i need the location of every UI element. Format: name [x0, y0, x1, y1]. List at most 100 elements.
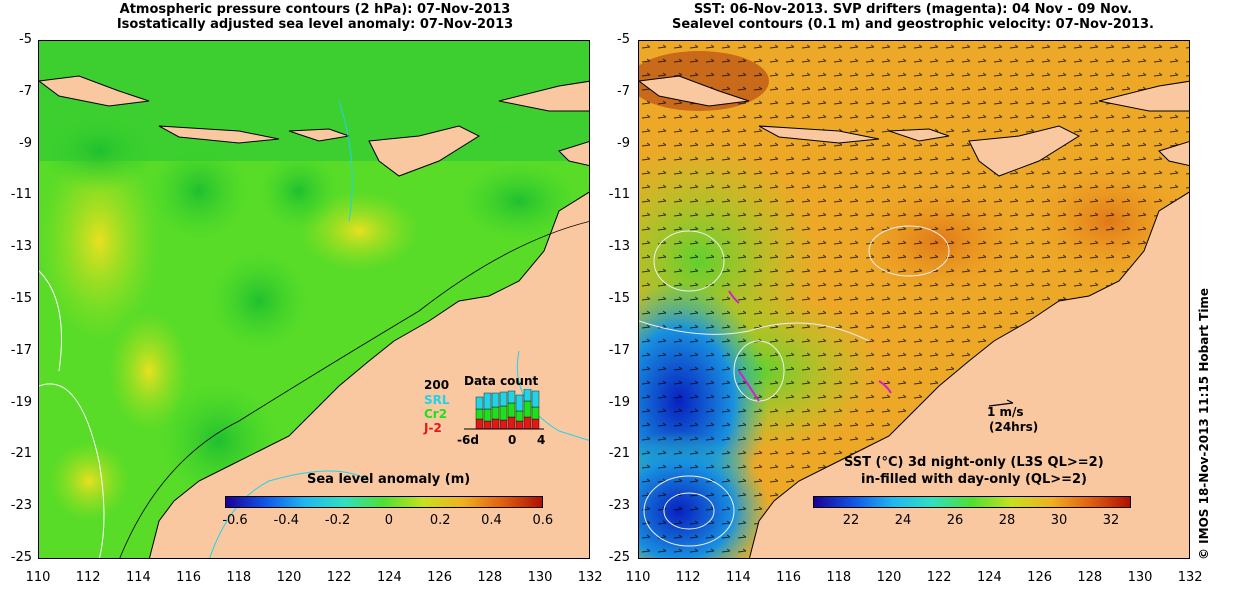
- left-title-line1: Atmospheric pressure contours (2 hPa): 0…: [119, 2, 511, 17]
- y-tick-label: -17: [608, 342, 630, 358]
- inset-bar: [531, 406, 540, 420]
- inset-x-left: -6d: [457, 433, 479, 447]
- inset-bar: [475, 418, 484, 430]
- inset-bar: [507, 402, 516, 418]
- inset-bar: [523, 400, 532, 418]
- inset-series-j2: J-2: [424, 421, 442, 435]
- inset-max-label: 200: [424, 378, 450, 392]
- y-tick-label: -23: [608, 498, 630, 514]
- colorbar-tick-label: 24: [894, 513, 912, 528]
- x-tick-label: 124: [976, 570, 1002, 585]
- y-tick-label: -17: [10, 342, 32, 358]
- y-tick-label: -13: [10, 239, 32, 255]
- y-tick-label: -5: [19, 32, 32, 47]
- x-tick-label: 126: [1027, 570, 1052, 585]
- x-tick-label: 110: [625, 570, 651, 585]
- velocity-scale-label: 1 m/s: [987, 405, 1024, 419]
- x-tick-label: 114: [125, 570, 151, 585]
- y-tick-label: -23: [10, 498, 32, 514]
- inset-bar: [515, 420, 524, 430]
- y-tick-label: -19: [608, 394, 630, 410]
- y-tick-label: -15: [608, 291, 630, 306]
- inset-bar: [475, 408, 484, 420]
- x-tick-label: 126: [427, 570, 452, 585]
- right-title-line1: SST: 06-Nov-2013. SVP drifters (magenta)…: [693, 2, 1133, 17]
- sea-level-anomaly-field: [39, 41, 589, 558]
- left-title-line2: Isostatically adjusted sea level anomaly…: [116, 17, 514, 32]
- y-tick-label: -21: [10, 446, 32, 462]
- sea-level-anomaly-map: Sea level anomaly (m) -0.6 -0.4 -0.2 0 0.2 0.…: [38, 40, 590, 559]
- colorbar-tick-label: 28: [998, 513, 1016, 528]
- x-tick-label: 112: [75, 570, 101, 585]
- inset-bar: [475, 396, 484, 410]
- right-title-line2: Sealevel contours (0.1 m) and geostrophi…: [672, 17, 1154, 32]
- imos-credit: © IMOS 18-Nov-2013 11:15 Hobart Time: [1197, 287, 1211, 560]
- inset-bar: [515, 394, 524, 412]
- colorbar-tick-label: -0.4: [273, 513, 299, 528]
- sst-map: 1 m/s (24hrs) SST (°C) 3d night-only (L3…: [638, 40, 1190, 559]
- x-tick-label: 118: [226, 570, 252, 585]
- colorbar-tick-label: 0.6: [532, 513, 554, 528]
- inset-bar: [491, 392, 500, 408]
- inset-bar: [491, 418, 500, 430]
- x-tick-label: 110: [25, 570, 51, 585]
- x-tick-label: 124: [376, 570, 402, 585]
- y-tick-label: -9: [617, 135, 630, 151]
- x-tick-label: 130: [527, 570, 553, 585]
- inset-bar: [523, 389, 532, 402]
- colorbar-tick-label: 32: [1102, 513, 1120, 528]
- inset-bar: [483, 392, 492, 410]
- x-tick-label: 118: [826, 570, 852, 585]
- colorbar-tick-label: 0.4: [481, 513, 502, 528]
- x-tick-label: 122: [326, 570, 352, 585]
- inset-bar: [499, 419, 508, 430]
- x-tick-label: 132: [577, 570, 603, 585]
- inset-bar: [483, 420, 492, 430]
- velocity-scale-sub: (24hrs): [989, 420, 1039, 434]
- y-tick-label: -19: [10, 394, 32, 410]
- x-tick-label: 130: [1127, 570, 1153, 585]
- y-tick-label: -11: [608, 187, 630, 203]
- colorbar-tick-label: 0: [384, 513, 394, 528]
- y-tick-label: -7: [617, 83, 630, 99]
- y-tick-label: -25: [10, 550, 32, 565]
- inset-bar: [491, 406, 500, 420]
- x-tick-label: 132: [1177, 570, 1203, 585]
- sst-field: [639, 41, 1189, 558]
- inset-x-right: 4: [537, 433, 546, 447]
- inset-bar: [531, 390, 540, 408]
- y-tick-label: -7: [19, 83, 32, 99]
- inset-series-srl: SRL: [424, 393, 450, 407]
- sst-colorbar-label-line2: in-filled with day-only (QL>=2): [861, 472, 1088, 487]
- sst-colorbar: [813, 496, 1131, 508]
- y-tick-label: -25: [608, 550, 630, 565]
- colorbar-tick-label: 26: [946, 513, 964, 528]
- y-tick-label: -13: [608, 239, 630, 255]
- x-tick-label: 122: [926, 570, 952, 585]
- x-tick-label: 116: [776, 570, 801, 585]
- inset-title: Data count: [464, 374, 539, 388]
- inset-bar-chart: [464, 389, 544, 430]
- inset-bar: [507, 416, 516, 430]
- y-tick-label: -21: [608, 446, 630, 462]
- x-tick-label: 120: [876, 570, 902, 585]
- y-tick-label: -15: [10, 291, 32, 306]
- colorbar-tick-label: -0.2: [324, 513, 351, 528]
- inset-series-cr2: Cr2: [424, 407, 448, 421]
- x-tick-label: 116: [176, 570, 201, 585]
- inset-bar: [531, 418, 540, 430]
- sst-colorbar-label-line1: SST (°C) 3d night-only (L3S QL>=2): [844, 455, 1104, 470]
- x-tick-label: 128: [477, 570, 503, 585]
- x-tick-label: 128: [1077, 570, 1103, 585]
- x-tick-label: 120: [276, 570, 302, 585]
- x-tick-label: 114: [725, 570, 751, 585]
- y-tick-label: -9: [19, 135, 32, 151]
- sla-colorbar-label: Sea level anomaly (m): [307, 472, 471, 487]
- x-tick-label: 112: [675, 570, 701, 585]
- inset-bar: [483, 408, 492, 422]
- colorbar-tick-label: 30: [1050, 513, 1068, 528]
- y-tick-label: -11: [10, 187, 32, 203]
- inset-bar: [499, 405, 508, 421]
- inset-x-mid: 0: [508, 433, 517, 447]
- velocity-scale-arrow: [988, 399, 1014, 407]
